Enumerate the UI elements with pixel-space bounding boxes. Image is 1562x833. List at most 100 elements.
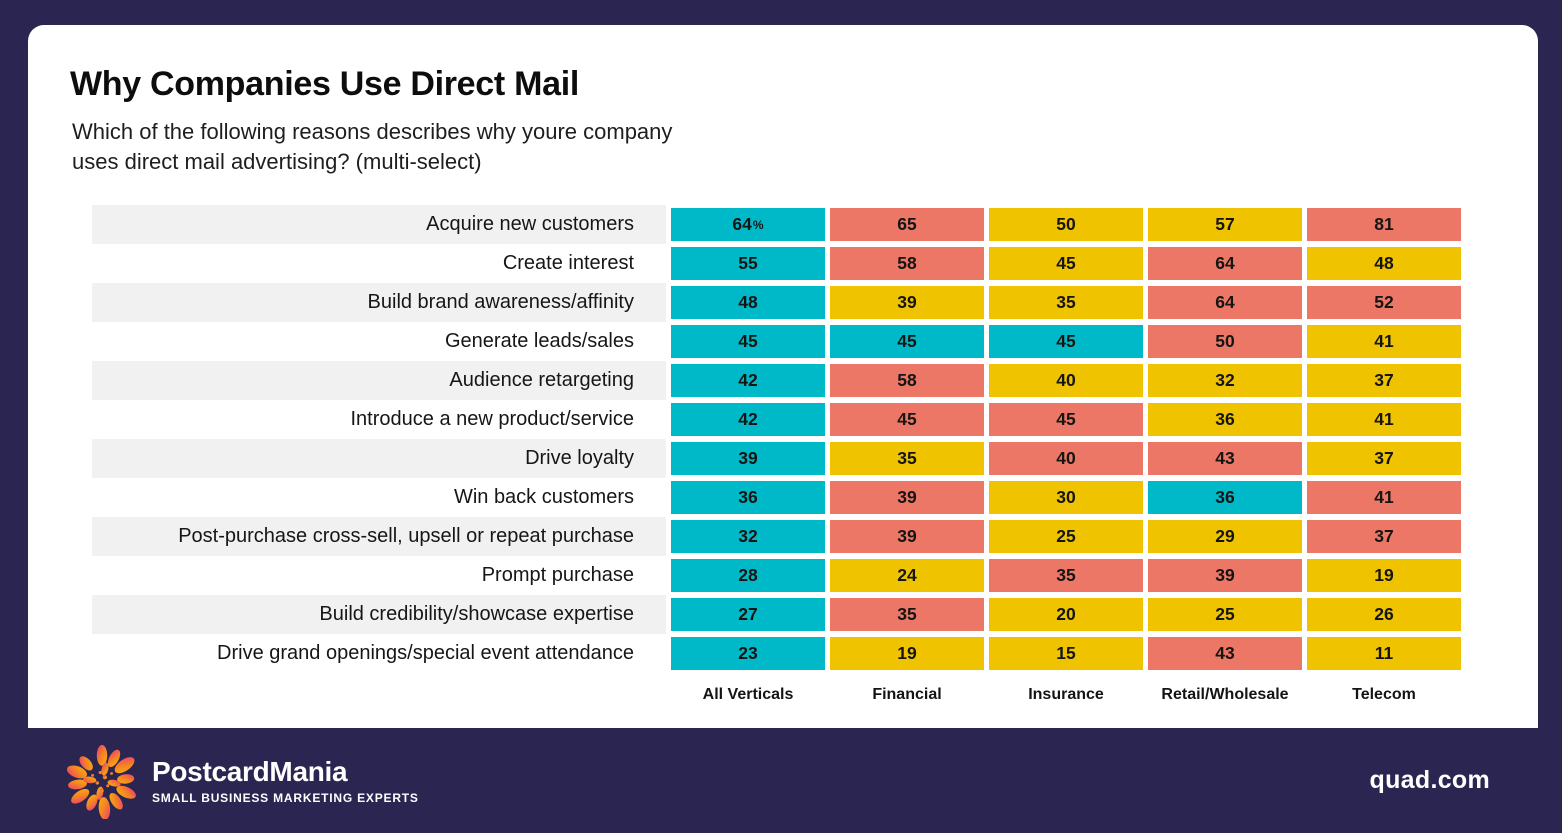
table-row: Acquire new customers 64% 65 50 57 81: [92, 205, 1461, 244]
value-cell: 52: [1307, 286, 1461, 319]
website-url: quad.com: [1369, 766, 1490, 794]
value-cell: 36: [1148, 481, 1302, 514]
value-cell: 43: [1148, 442, 1302, 475]
value-cell: 55: [671, 247, 825, 280]
value-cell: 32: [1148, 364, 1302, 397]
infographic-card: Why Companies Use Direct Mail Which of t…: [28, 25, 1538, 728]
value-cell: 39: [1148, 559, 1302, 592]
data-table: Acquire new customers 64% 65 50 57 81 Create i…: [92, 205, 1461, 673]
row-label: Build credibility/showcase expertise: [92, 595, 666, 634]
brand-text: PostcardMania SMALL BUSINESS MARKETING E…: [152, 756, 419, 805]
value-cell: 36: [1148, 403, 1302, 436]
table-rows: Acquire new customers 64% 65 50 57 81 Create i…: [92, 205, 1461, 673]
value-cell: 39: [671, 442, 825, 475]
value-cell: 50: [989, 208, 1143, 241]
table-row: Audience retargeting 42 58 40 32 37: [92, 361, 1461, 400]
row-label: Create interest: [502, 252, 634, 274]
table-row: Post-purchase cross-sell, upsell or repe…: [92, 517, 1461, 556]
value-cell: 37: [1307, 520, 1461, 553]
value-cell: 39: [830, 520, 984, 553]
row-label: Win back customers: [453, 486, 634, 508]
row-label: Build brand awareness/affinity: [92, 283, 666, 322]
value-cell: 23: [671, 637, 825, 670]
value-cell: 45: [671, 325, 825, 358]
value-cell: 65: [830, 208, 984, 241]
value-cell: 35: [989, 559, 1143, 592]
value-cell: 64: [1148, 286, 1302, 319]
table-row: Win back customers 36 39 30 36 41: [92, 478, 1461, 517]
table-row: Drive grand openings/special event atten…: [92, 634, 1461, 673]
column-labels: All Verticals Financial Insurance Retail/Wh…: [666, 686, 1461, 704]
row-label: Drive loyalty: [92, 439, 666, 478]
value-cell: 37: [1307, 442, 1461, 475]
value-cell: 45: [989, 403, 1143, 436]
value-cell: 57: [1148, 208, 1302, 241]
value-cell: 25: [989, 520, 1143, 553]
value-cell: 45: [989, 247, 1143, 280]
value-cell: 30: [989, 481, 1143, 514]
column-label: Telecom: [1352, 686, 1416, 703]
value-cell: 58: [830, 247, 984, 280]
table-row: Drive loyalty 39 35 40 43 37: [92, 439, 1461, 478]
value-cell: 45: [989, 325, 1143, 358]
value-cell: 35: [830, 598, 984, 631]
brand-logo-group: PostcardMania SMALL BUSINESS MARKETING E…: [64, 743, 419, 819]
flower-burst-icon: [66, 744, 136, 819]
column-label: Financial: [872, 686, 942, 703]
table-row: Create interest 55 58 45 64 48: [92, 244, 1461, 283]
row-label: Audience retargeting: [92, 361, 666, 400]
value-cell: 29: [1148, 520, 1302, 553]
value-cell: 39: [830, 286, 984, 319]
row-label: Generate leads/sales: [444, 330, 634, 352]
table-row: Build brand awareness/affinity 48 39 35 64 52: [92, 283, 1461, 322]
value-cell: 19: [1307, 559, 1461, 592]
value-cell: 45: [830, 403, 984, 436]
value-cell: 40: [989, 442, 1143, 475]
row-label: Post-purchase cross-sell, upsell or repe…: [92, 517, 666, 556]
value-cell: 64%: [671, 208, 825, 241]
value-cell: 25: [1148, 598, 1302, 631]
value-cell: 36: [671, 481, 825, 514]
brand-tagline: SMALL BUSINESS MARKETING EXPERTS: [152, 791, 419, 805]
value-cell: 40: [989, 364, 1143, 397]
row-label: Acquire new customers: [92, 205, 666, 244]
value-cell: 48: [1307, 247, 1461, 280]
brand-name: PostcardMania: [152, 756, 348, 787]
value-cell: 11: [1307, 637, 1461, 670]
value-cell: 81: [1307, 208, 1461, 241]
row-label: Drive grand openings/special event atten…: [217, 642, 634, 664]
value-cell: 37: [1307, 364, 1461, 397]
value-cell: 15: [989, 637, 1143, 670]
row-label: Prompt purchase: [481, 564, 634, 586]
value-cell: 48: [671, 286, 825, 319]
value-cell: 32: [671, 520, 825, 553]
value-cell: 19: [830, 637, 984, 670]
value-cell: 45: [830, 325, 984, 358]
column-label: Retail/Wholesale: [1161, 686, 1289, 703]
value-cell: 43: [1148, 637, 1302, 670]
value-cell: 39: [830, 481, 984, 514]
value-cell: 50: [1148, 325, 1302, 358]
footer: PostcardMania SMALL BUSINESS MARKETING E…: [0, 728, 1562, 833]
table-row: Generate leads/sales 45 45 45 50 41: [92, 322, 1461, 361]
column-label: All Verticals: [702, 686, 794, 703]
row-label: Introduce a new product/service: [350, 408, 635, 430]
value-cell: 35: [989, 286, 1143, 319]
value-cell: 42: [671, 364, 825, 397]
value-cell: 64: [1148, 247, 1302, 280]
page-subtitle: Which of the following reasons describes…: [72, 119, 673, 174]
value-cell: 41: [1307, 403, 1461, 436]
value-cell: 20: [989, 598, 1143, 631]
page-title: Why Companies Use Direct Mail: [70, 65, 579, 103]
table-row: Introduce a new product/service 42 45 45 36 4…: [92, 400, 1461, 439]
value-cell: 26: [1307, 598, 1461, 631]
value-cell: 35: [830, 442, 984, 475]
value-cell: 58: [830, 364, 984, 397]
value-cell: 28: [671, 559, 825, 592]
value-cell: 27: [671, 598, 825, 631]
table-row: Prompt purchase 28 24 35 39 19: [92, 556, 1461, 595]
value-cell: 41: [1307, 481, 1461, 514]
value-cell: 41: [1307, 325, 1461, 358]
value-cell: 24: [830, 559, 984, 592]
value-cell: 42: [671, 403, 825, 436]
